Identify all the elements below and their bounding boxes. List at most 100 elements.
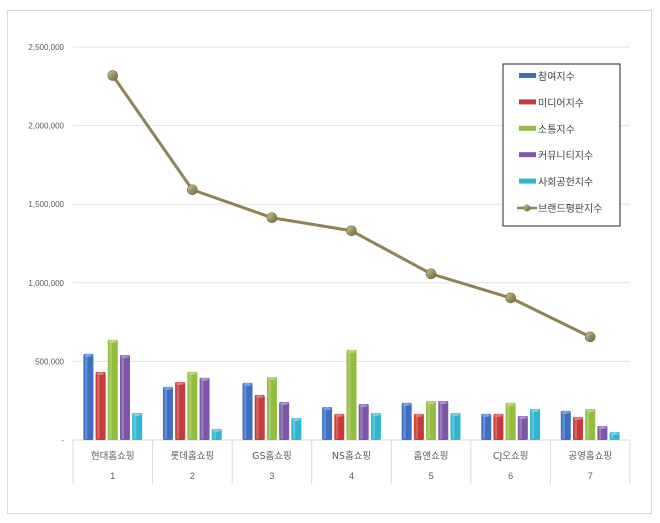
legend-item: 커뮤니티지수 (519, 150, 593, 162)
bar (162, 386, 173, 440)
bar (95, 371, 106, 440)
bar (322, 406, 333, 440)
bar-highlight (586, 411, 590, 439)
y-tick-label: - (61, 436, 64, 445)
bar-highlight (531, 411, 535, 439)
legend-label: 사회공헌지수 (538, 177, 593, 189)
bar-highlight (611, 433, 614, 439)
bar-cap (402, 402, 411, 406)
bar-highlight (109, 341, 112, 439)
bar (279, 401, 290, 440)
bar-cap (518, 415, 527, 419)
bar-cap (610, 431, 619, 435)
bar-cap (255, 394, 264, 398)
bar-cap (280, 401, 289, 405)
legend-marker-icon (523, 204, 531, 212)
y-tick-label: 2,500,000 (28, 43, 64, 52)
y-tick-label: 2,000,000 (28, 122, 64, 131)
x-category-label: 현대홈쇼핑 (91, 450, 135, 462)
legend-label: 참여지수 (538, 71, 575, 83)
bar-highlight (188, 373, 192, 439)
legend-item: 소통지수 (519, 124, 575, 136)
x-rank-label: 3 (269, 471, 274, 481)
bar-group (560, 409, 620, 440)
bar (505, 402, 516, 440)
bar (242, 382, 253, 440)
bar (266, 376, 277, 440)
bar (187, 371, 198, 440)
line-marker (505, 292, 516, 304)
bar (450, 412, 461, 440)
bar-cap (506, 402, 515, 406)
legend-label: 미디어지수 (538, 97, 584, 109)
bar-highlight (439, 403, 443, 439)
bar (175, 381, 186, 440)
bar (254, 394, 265, 440)
y-tick-label: 500,000 (35, 357, 64, 366)
bar-group (83, 339, 143, 440)
bar-highlight (176, 383, 180, 439)
bar-cap (531, 409, 540, 413)
bar-cap (574, 417, 583, 421)
x-category-label: 롯데홈쇼핑 (171, 450, 215, 462)
bar (481, 413, 492, 440)
x-category-label: GS홈쇼핑 (252, 450, 292, 462)
bar-cap (482, 413, 491, 417)
bar-cap (494, 413, 503, 417)
legend-swatch-icon (519, 152, 536, 158)
x-category-label: 공영홈쇼핑 (568, 450, 612, 462)
bar (597, 426, 608, 440)
legend-box (502, 63, 621, 227)
legend-swatch-icon (519, 73, 536, 78)
bar-cap (243, 382, 252, 386)
bar-group (242, 376, 302, 440)
bar-highlight (201, 379, 204, 439)
bar-highlight (415, 415, 418, 439)
bar-highlight (213, 430, 216, 439)
line-series-brand-reputation (107, 70, 596, 343)
bar-highlight (121, 356, 124, 439)
bar (573, 417, 584, 440)
legend-label: 브랜드평판지수 (538, 203, 602, 215)
bar-cap (133, 412, 142, 416)
bar-highlight (335, 415, 339, 439)
bar-highlight (574, 419, 578, 439)
legend-item: 사회공헌지수 (519, 177, 593, 189)
x-rank-label: 7 (588, 471, 593, 481)
bar-cap (200, 377, 209, 381)
bar-highlight (360, 406, 363, 439)
bar-cap (371, 412, 380, 416)
y-axis: - 500,000 1,000,000 1,500,000 2,000,000 2,500… (28, 43, 64, 445)
bar-highlight (292, 419, 296, 439)
line-marker (584, 331, 596, 343)
bar-cap (163, 386, 172, 390)
bar-cap (323, 406, 332, 410)
bar-cap (427, 401, 436, 405)
bar (493, 413, 504, 440)
bar (199, 377, 210, 440)
bar-highlight (562, 412, 565, 439)
bar-cap (561, 410, 570, 414)
line-marker (346, 225, 357, 237)
bar (83, 353, 94, 440)
bar-group (162, 371, 222, 440)
bar (370, 412, 381, 440)
x-rank-label: 2 (190, 471, 195, 481)
x-rank-label: 5 (429, 471, 434, 481)
bar (211, 428, 222, 440)
bar (438, 401, 449, 440)
bar-series (83, 339, 620, 440)
bar (119, 354, 130, 440)
bar-group (401, 401, 461, 440)
x-rank-label: 6 (508, 471, 513, 481)
line-marker (107, 70, 119, 81)
bar (609, 431, 620, 440)
x-category-label: NS홈쇼핑 (332, 450, 371, 462)
bar-highlight (133, 414, 137, 439)
bar (401, 402, 412, 440)
legend-item: 브랜드평판지수 (517, 203, 602, 215)
bar (413, 413, 424, 440)
bar-highlight (403, 404, 406, 439)
legend-swatch-icon (519, 178, 536, 184)
